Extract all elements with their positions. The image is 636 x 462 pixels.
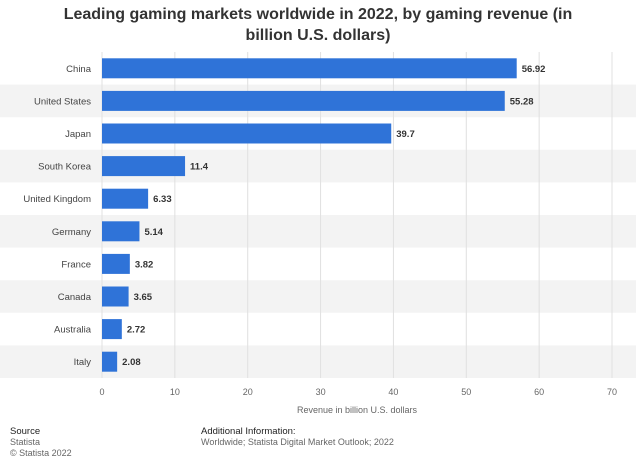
bar: [102, 188, 149, 209]
row-stripe: [0, 345, 636, 378]
value-label: 2.72: [127, 325, 145, 336]
value-label: 5.14: [144, 227, 163, 238]
row-stripe: [0, 280, 636, 313]
value-label: 39.7: [396, 129, 415, 140]
x-tick-label: 50: [461, 387, 471, 397]
chart-title: Leading gaming markets worldwide in 2022…: [40, 4, 596, 46]
value-label: 2.08: [122, 357, 141, 368]
category-label: Japan: [65, 129, 91, 140]
chart-title-text: Leading gaming markets worldwide in 2022…: [63, 6, 573, 44]
bar: [102, 58, 517, 79]
x-tick-label: 40: [388, 387, 398, 397]
category-label: Italy: [74, 357, 92, 368]
x-tick-label: 30: [316, 387, 326, 397]
value-label: 3.82: [135, 259, 154, 270]
source-line-copyright: © Statista 2022: [10, 448, 72, 458]
additional-info-text: Worldwide; Statista Digital Market Outlo…: [201, 437, 394, 447]
category-label: United States: [34, 96, 91, 107]
row-stripe: [0, 215, 636, 248]
category-label: Germany: [52, 227, 91, 238]
value-label: 55.28: [510, 96, 534, 107]
bar: [102, 123, 392, 144]
x-tick-label: 60: [534, 387, 544, 397]
additional-info-heading: Additional Information:: [201, 426, 296, 437]
category-label: Australia: [54, 325, 92, 336]
category-label: United Kingdom: [23, 194, 91, 205]
bar: [102, 351, 118, 372]
x-tick-label: 10: [170, 387, 180, 397]
bar: [102, 253, 130, 274]
category-label: Canada: [58, 292, 92, 303]
category-label: China: [66, 64, 92, 75]
bar: [102, 90, 505, 111]
value-label: 3.65: [134, 292, 153, 303]
x-tick-label: 0: [99, 387, 104, 397]
source-block: Source Statista © Statista 2022: [10, 426, 72, 459]
value-label: 11.4: [190, 162, 209, 173]
bar: [102, 286, 129, 307]
bar: [102, 221, 140, 242]
value-label: 6.33: [153, 194, 172, 205]
row-stripe: [0, 149, 636, 183]
additional-info-block: Additional Information: Worldwide; Stati…: [201, 426, 394, 448]
x-axis-title: Revenue in billion U.S. dollars: [297, 405, 418, 415]
category-label: South Korea: [38, 162, 92, 173]
value-label: 56.92: [522, 64, 546, 75]
source-line-statista: Statista: [10, 437, 41, 447]
bar: [102, 156, 186, 177]
bar: [102, 319, 122, 340]
source-heading: Source: [10, 426, 41, 437]
bar-chart: 0 10 20 30 40 50 60 70 China 56.92 United States 55…: [0, 52, 636, 415]
category-label: France: [61, 259, 91, 270]
x-tick-label: 70: [607, 387, 617, 397]
x-tick-label: 20: [243, 387, 253, 397]
